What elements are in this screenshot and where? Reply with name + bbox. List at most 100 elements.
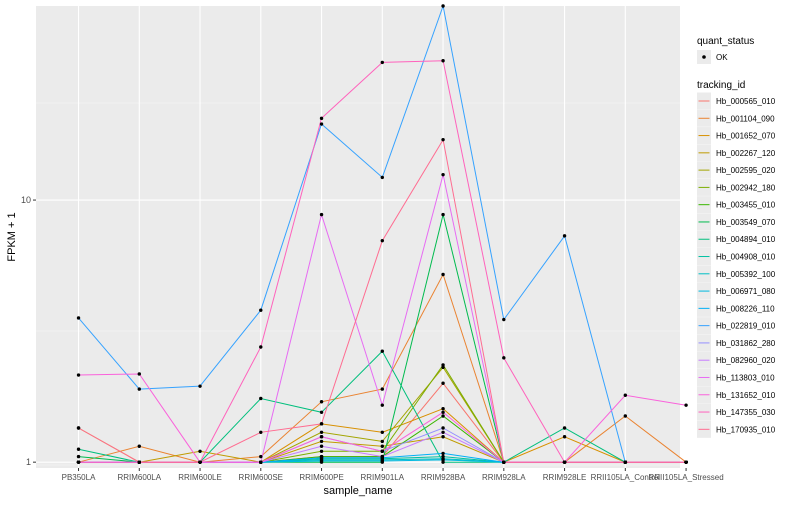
data-point	[137, 444, 141, 448]
data-point	[380, 387, 385, 391]
data-point	[441, 451, 445, 456]
legend-point-marker	[702, 55, 706, 59]
data-point	[623, 414, 628, 418]
data-point	[259, 308, 263, 312]
y-tick-label: 1	[26, 457, 31, 467]
data-point	[198, 384, 202, 388]
legend-title-tracking: tracking_id	[697, 80, 745, 91]
data-point	[623, 460, 628, 464]
data-point	[684, 460, 688, 464]
legend-label: Hb_170935_010	[716, 425, 776, 434]
data-point	[259, 345, 263, 349]
x-tick-label: PB350LA	[62, 473, 96, 482]
data-point	[562, 426, 567, 430]
legend-label: Hb_000565_010	[716, 97, 776, 106]
x-tick-label: RRIM600LE	[178, 473, 222, 482]
data-point	[319, 449, 324, 454]
data-point	[441, 435, 445, 439]
data-point	[137, 372, 141, 376]
data-point	[319, 459, 324, 463]
data-point	[319, 430, 324, 434]
data-point	[441, 137, 445, 142]
y-axis-title: FPKM + 1	[6, 212, 18, 261]
data-point	[562, 234, 567, 238]
data-point	[198, 460, 202, 464]
legend-label: Hb_001104_090	[716, 114, 775, 123]
legend-label: Hb_131652_010	[716, 391, 776, 400]
data-point	[562, 460, 567, 464]
data-point	[319, 422, 324, 426]
data-point	[562, 435, 567, 439]
data-point	[502, 460, 506, 464]
data-point	[380, 403, 385, 407]
x-tick-label: RRIM901LA	[361, 473, 405, 482]
data-points	[76, 4, 688, 464]
data-point	[76, 426, 81, 430]
x-axis-title: sample_name	[323, 485, 392, 497]
data-point	[319, 439, 324, 444]
legend-label: Hb_002267_120	[716, 149, 776, 158]
data-point	[441, 365, 445, 370]
data-point	[441, 59, 445, 63]
legend-label: OK	[716, 53, 728, 62]
legend-label: Hb_002595_020	[716, 166, 776, 175]
x-tick-label: RRIM600PE	[299, 473, 343, 482]
data-point	[441, 406, 445, 411]
data-point	[380, 60, 385, 65]
data-point	[319, 122, 324, 126]
data-point	[441, 4, 445, 8]
legend: quant_status OK tracking_id Hb_000565_010 Hb…	[697, 36, 776, 438]
data-point	[319, 212, 324, 217]
y-axis: 1 10	[21, 195, 36, 467]
data-point	[319, 400, 324, 404]
legend-label: Hb_113803_010	[716, 373, 775, 382]
data-point	[76, 460, 81, 464]
data-point	[76, 454, 81, 459]
data-point	[259, 396, 263, 401]
data-point	[76, 373, 81, 377]
data-point	[319, 116, 324, 121]
data-point	[259, 430, 263, 434]
data-point	[441, 414, 445, 418]
data-point	[380, 430, 385, 434]
data-point	[380, 444, 385, 448]
data-point	[380, 449, 385, 454]
plot-panel	[36, 6, 680, 468]
data-point	[441, 212, 445, 217]
legend-label: Hb_005392_100	[716, 270, 776, 279]
legend-label: Hb_003549_070	[716, 218, 776, 227]
legend-label: Hb_004894_010	[716, 235, 776, 244]
data-point	[76, 447, 81, 451]
x-tick-label: RRIM600SE	[239, 473, 283, 482]
data-point	[137, 460, 141, 464]
data-point	[319, 435, 324, 439]
data-point	[380, 439, 385, 444]
x-tick-label: RRII105LA_Stressed	[648, 473, 723, 482]
legend-label: Hb_002942_180	[716, 183, 776, 192]
data-point	[198, 449, 202, 454]
data-point	[380, 459, 385, 463]
data-point	[319, 455, 324, 460]
legend-title-quant: quant_status	[697, 36, 754, 47]
data-point	[137, 387, 141, 391]
legend-label: Hb_004908_010	[716, 253, 776, 262]
data-point	[380, 175, 385, 180]
legend-label: Hb_082960_020	[716, 356, 776, 365]
data-point	[259, 460, 263, 464]
legend-label: Hb_001652_070	[716, 132, 776, 141]
data-point	[76, 316, 81, 320]
legend-label: Hb_147355_030	[716, 408, 776, 417]
x-tick-label: RRIM600LA	[117, 473, 161, 482]
data-point	[441, 430, 445, 434]
legend-label: Hb_031862_280	[716, 339, 776, 348]
data-point	[441, 410, 445, 414]
x-tick-label: RRIM928BA	[421, 473, 466, 482]
legend-label: Hb_022819_010	[716, 322, 776, 331]
data-point	[441, 458, 445, 462]
data-point	[502, 317, 506, 322]
legend-label: Hb_003455_010	[716, 201, 776, 210]
legend-label: Hb_006971_080	[716, 287, 776, 296]
data-point	[684, 403, 688, 407]
data-point	[441, 272, 445, 277]
